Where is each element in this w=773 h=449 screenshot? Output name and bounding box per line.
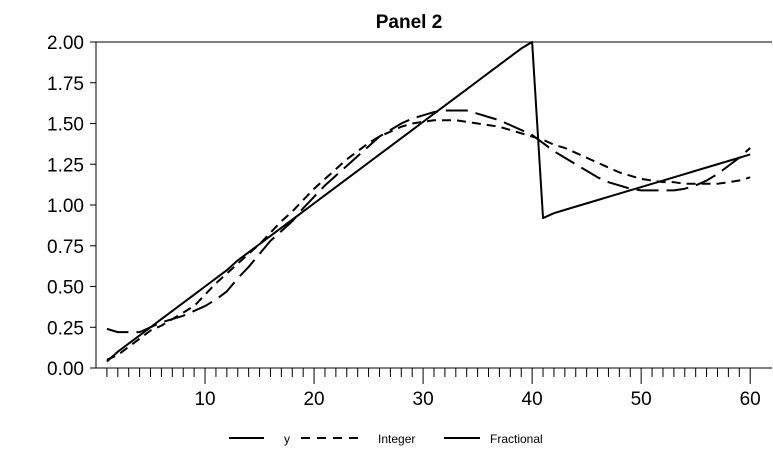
series-line-fractional [106,109,751,334]
x-tick-label: 50 [631,389,652,410]
y-tick-label: 1.50 [47,115,84,136]
tick-labels: 0.00 0.25 0.50 0.75 1.00 1.25 1.50 1.75 2.00 10 20… [47,33,761,410]
x-tick-label: 20 [303,389,324,410]
legend-label-integer: Integer [378,432,415,446]
series-line-y [106,41,751,363]
y-tick-label: 0.75 [47,237,84,258]
y-tick-label: 1.00 [47,196,84,217]
x-tick-label: 10 [194,389,215,410]
y-tick-label: 1.75 [47,74,84,95]
y-tick-label: 1.25 [47,155,84,176]
legend-label-y: y [284,432,290,446]
y-tick-label: 2.00 [47,33,84,54]
y-tick-label: 0.25 [47,318,84,339]
y-tick-label: 0.50 [47,278,84,299]
legend: y Integer Fractional [229,432,543,446]
chart-title: Panel 2 [376,12,443,33]
x-tick-label: 30 [413,389,434,410]
series-group [106,41,751,363]
series-line-integer [106,119,751,361]
y-tick-label: 0.00 [47,359,84,380]
x-tick-label: 60 [740,389,761,410]
axes [90,41,772,384]
legend-label-fractional: Fractional [490,432,543,446]
x-tick-label: 40 [522,389,543,410]
